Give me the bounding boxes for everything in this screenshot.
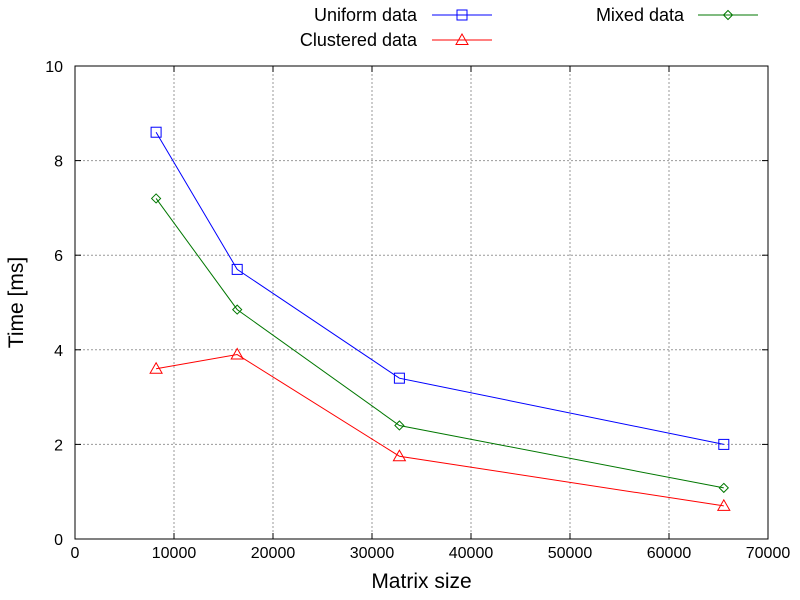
x-tick-label: 60000 xyxy=(647,545,692,562)
y-tick-label: 0 xyxy=(54,532,63,549)
data-point xyxy=(718,438,730,450)
legend-marker xyxy=(455,32,469,45)
plot-frame xyxy=(74,65,769,540)
data-point xyxy=(230,347,245,360)
y-tick-label: 4 xyxy=(54,343,63,360)
x-tick-label: 70000 xyxy=(746,545,791,562)
series-line xyxy=(155,198,724,489)
legend: Uniform data Clustered data Mixed data xyxy=(300,5,758,50)
data-point xyxy=(150,193,162,204)
legend-marker xyxy=(722,9,734,21)
y-tick-label: 6 xyxy=(54,248,63,265)
series-group xyxy=(149,126,731,511)
series-line xyxy=(156,354,724,507)
data-point xyxy=(392,449,407,462)
y-axis-title: Time [ms] xyxy=(5,257,28,348)
legend-label: Uniform data xyxy=(314,5,418,25)
data-point xyxy=(231,263,243,275)
data-point xyxy=(394,420,405,431)
x-tick-label: 20000 xyxy=(251,545,296,562)
data-point xyxy=(231,304,243,315)
data-point xyxy=(393,372,405,384)
x-tick-label: 0 xyxy=(71,545,80,562)
data-point xyxy=(150,126,162,138)
data-point xyxy=(718,482,730,494)
legend-label: Mixed data xyxy=(596,5,685,25)
y-tick-label: 8 xyxy=(54,154,63,171)
x-tick-label: 10000 xyxy=(152,545,197,562)
y-tick-label: 2 xyxy=(54,437,63,454)
y-tick-label: 10 xyxy=(45,59,63,76)
grid xyxy=(75,66,768,539)
series-mixed-data xyxy=(150,193,730,494)
x-tick-label: 40000 xyxy=(449,545,494,562)
x-axis-title: Matrix size xyxy=(371,570,471,593)
x-tick-label: 30000 xyxy=(350,545,395,562)
data-point xyxy=(149,361,163,374)
x-tick-label: 50000 xyxy=(548,545,593,562)
axis-ticks: 0 10000 20000 30000 40000 50000 60000 70000 0 2 4 6… xyxy=(45,59,790,562)
legend-label: Clustered data xyxy=(300,30,418,50)
data-point xyxy=(716,498,731,511)
legend-marker xyxy=(456,9,468,21)
series-line xyxy=(155,131,724,445)
series-clustered-data xyxy=(149,347,731,511)
series-uniform-data xyxy=(150,126,730,450)
